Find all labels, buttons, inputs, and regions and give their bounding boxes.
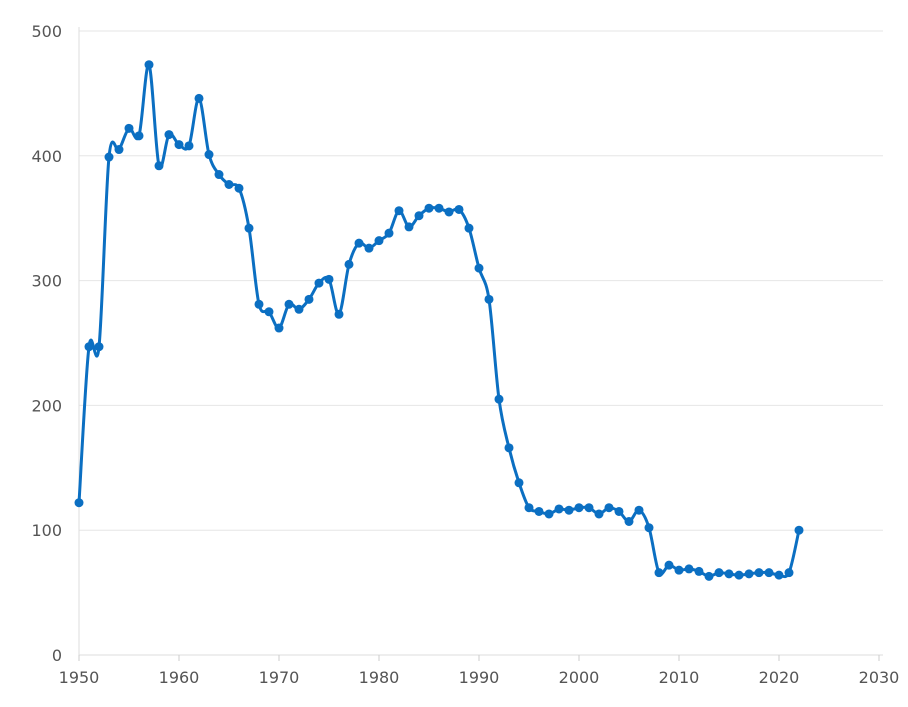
data-point-2001[interactable] <box>584 503 594 513</box>
data-point-1976[interactable] <box>334 309 344 319</box>
data-point-1975[interactable] <box>324 274 334 284</box>
data-point-2017[interactable] <box>744 569 754 579</box>
series-line <box>77 63 801 579</box>
x-tick-label: 1970 <box>259 668 300 687</box>
data-point-1973[interactable] <box>304 294 314 304</box>
data-point-1957[interactable] <box>144 60 154 70</box>
data-point-1970[interactable] <box>274 323 284 333</box>
data-point-2006[interactable] <box>634 505 644 515</box>
y-tick-label: 400 <box>31 147 62 166</box>
data-point-1993[interactable] <box>504 443 514 453</box>
x-axis-tick-labels: 1950 1960 1970 1980 1990 2000 2010 2020 2030 <box>59 668 900 687</box>
data-point-1983[interactable] <box>404 222 414 232</box>
data-point-1960[interactable] <box>174 140 184 150</box>
axes <box>78 27 883 661</box>
data-point-2016[interactable] <box>734 570 744 580</box>
data-point-2008[interactable] <box>654 568 664 578</box>
data-point-2007[interactable] <box>644 523 654 533</box>
data-point-1971[interactable] <box>284 299 294 309</box>
data-point-1966[interactable] <box>234 183 244 193</box>
data-point-1964[interactable] <box>214 170 224 180</box>
data-point-1962[interactable] <box>194 93 204 103</box>
data-point-2015[interactable] <box>724 569 734 579</box>
y-tick-label: 0 <box>52 646 62 665</box>
data-point-1994[interactable] <box>514 478 524 488</box>
data-point-1987[interactable] <box>444 207 454 217</box>
data-point-1992[interactable] <box>494 394 504 404</box>
grid-lines <box>79 30 883 531</box>
data-point-1969[interactable] <box>264 307 274 317</box>
data-point-1961[interactable] <box>184 141 194 151</box>
x-tick-label: 1990 <box>459 668 500 687</box>
data-point-1968[interactable] <box>254 299 264 309</box>
data-point-1998[interactable] <box>554 504 564 514</box>
data-point-1958[interactable] <box>154 161 164 171</box>
data-point-1950[interactable] <box>74 498 84 508</box>
data-point-1965[interactable] <box>224 180 234 190</box>
y-tick-label: 500 <box>31 22 62 41</box>
data-point-1995[interactable] <box>524 503 534 513</box>
y-tick-label: 300 <box>31 272 62 291</box>
y-tick-label: 100 <box>31 521 62 540</box>
data-point-1978[interactable] <box>354 238 364 248</box>
data-point-1977[interactable] <box>344 259 354 269</box>
data-point-1981[interactable] <box>384 228 394 238</box>
data-point-1985[interactable] <box>424 203 434 213</box>
data-point-2005[interactable] <box>624 516 634 526</box>
data-point-1955[interactable] <box>124 123 134 133</box>
data-point-1974[interactable] <box>314 278 324 288</box>
x-tick-label: 2010 <box>659 668 700 687</box>
data-point-1991[interactable] <box>484 294 494 304</box>
data-point-2019[interactable] <box>764 568 774 578</box>
data-point-1990[interactable] <box>474 263 484 273</box>
x-tick-label: 2000 <box>559 668 600 687</box>
data-point-2002[interactable] <box>594 509 604 519</box>
y-tick-label: 200 <box>31 396 62 415</box>
data-point-1952[interactable] <box>94 342 104 352</box>
data-point-1951[interactable] <box>84 342 94 352</box>
data-point-1996[interactable] <box>534 506 544 516</box>
data-point-2020[interactable] <box>774 570 784 580</box>
data-point-2013[interactable] <box>704 571 714 581</box>
data-point-1999[interactable] <box>564 505 574 515</box>
data-point-1959[interactable] <box>164 130 174 140</box>
x-tick-label: 2030 <box>859 668 900 687</box>
data-point-1997[interactable] <box>544 509 554 519</box>
data-point-1972[interactable] <box>294 304 304 314</box>
data-point-2011[interactable] <box>684 564 694 574</box>
data-point-2004[interactable] <box>614 506 624 516</box>
data-points <box>74 60 804 581</box>
data-point-1980[interactable] <box>374 236 384 246</box>
x-tick-label: 1960 <box>159 668 200 687</box>
data-point-2014[interactable] <box>714 568 724 578</box>
x-tick-label: 1950 <box>59 668 100 687</box>
x-tick-label: 1980 <box>359 668 400 687</box>
x-tick-label: 2020 <box>759 668 800 687</box>
y-axis-tick-labels: 0 100 200 300 400 500 <box>31 22 62 665</box>
data-point-1982[interactable] <box>394 206 404 216</box>
data-point-1988[interactable] <box>454 204 464 214</box>
data-point-2018[interactable] <box>754 568 764 578</box>
data-point-2009[interactable] <box>664 560 674 570</box>
data-point-2012[interactable] <box>694 566 704 576</box>
data-point-1953[interactable] <box>104 152 114 162</box>
data-point-1954[interactable] <box>114 145 124 155</box>
data-point-1963[interactable] <box>204 150 214 160</box>
data-point-1967[interactable] <box>244 223 254 233</box>
data-point-1989[interactable] <box>464 223 474 233</box>
data-point-1979[interactable] <box>364 243 374 253</box>
data-point-2021[interactable] <box>784 568 794 578</box>
data-point-2022[interactable] <box>794 525 804 535</box>
data-point-2003[interactable] <box>604 503 614 513</box>
data-point-2000[interactable] <box>574 503 584 513</box>
data-series <box>77 63 801 579</box>
data-point-1956[interactable] <box>134 131 144 141</box>
data-point-1986[interactable] <box>434 203 444 213</box>
data-point-1984[interactable] <box>414 211 424 221</box>
data-point-2010[interactable] <box>674 565 684 575</box>
